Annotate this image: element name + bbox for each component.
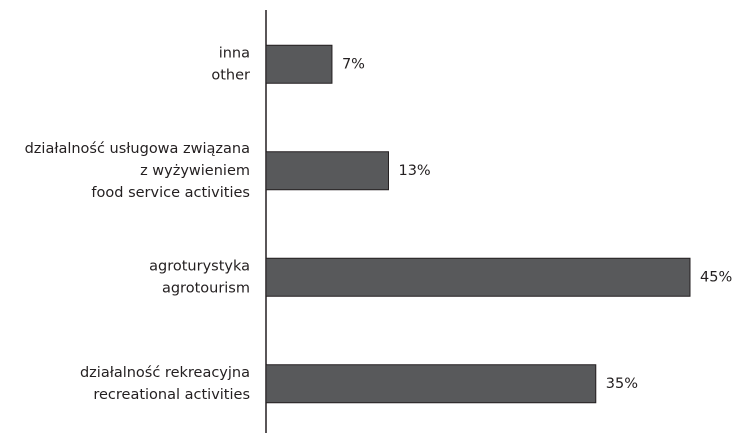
value-label: 45%: [700, 269, 732, 285]
category-label: działalność usługowa związana: [25, 141, 250, 157]
category-label: recreational activities: [93, 387, 250, 403]
value-label: 35%: [606, 376, 638, 392]
category-label: other: [211, 67, 250, 83]
bar: [265, 364, 597, 404]
value-label: 13%: [398, 163, 430, 179]
value-label: 7%: [342, 56, 365, 72]
category-label: z wyżywieniem: [140, 163, 250, 179]
bar: [265, 151, 389, 191]
category-label: agrotourism: [162, 280, 250, 296]
bar: [265, 44, 333, 84]
category-label: agroturystyka: [149, 258, 250, 274]
category-label: działalność rekreacyjna: [80, 365, 250, 381]
category-label: inna: [219, 45, 250, 61]
bar: [265, 257, 691, 297]
category-label: food service activities: [91, 185, 250, 201]
